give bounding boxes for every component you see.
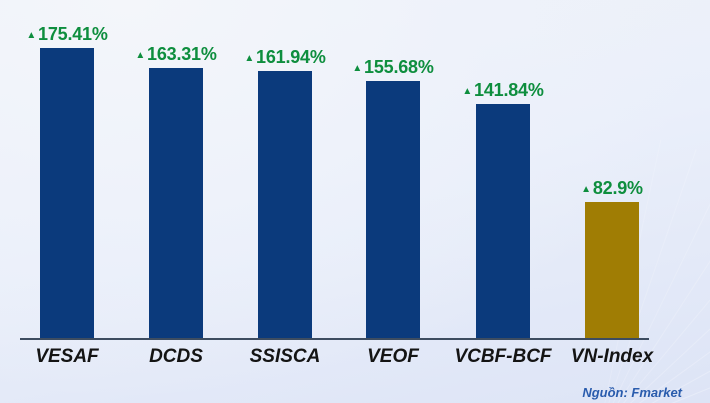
bar [40, 48, 94, 339]
category-label: SSISCA [249, 346, 321, 367]
value-text: 161.94% [256, 47, 326, 67]
bar [149, 68, 203, 339]
bar [585, 202, 639, 339]
value-label: ▲ 163.31% [135, 44, 217, 64]
bar-group: ▲ 155.68% [352, 58, 434, 339]
bar-group: ▲ 82.9% [581, 179, 643, 339]
up-triangle-icon: ▲ [462, 86, 473, 97]
category-label: VESAF [35, 346, 99, 367]
up-triangle-icon: ▲ [26, 30, 37, 41]
value-text: 155.68% [364, 57, 434, 77]
bar [258, 71, 312, 339]
value-text: 141.84% [474, 80, 544, 100]
value-text: 175.41% [38, 24, 108, 44]
value-label: ▲ 161.94% [244, 47, 326, 67]
bar [476, 104, 530, 339]
value-text: 82.9% [592, 178, 643, 198]
value-label: ▲ 141.84% [462, 80, 544, 100]
source-credit: Nguồn: Fmarket [582, 385, 682, 400]
category-label: DCDS [149, 346, 203, 367]
bar-group: ▲ 175.41% [26, 25, 108, 339]
up-triangle-icon: ▲ [135, 50, 146, 61]
value-label: ▲ 82.9% [581, 179, 643, 197]
value-label: ▲ 155.68% [352, 57, 434, 77]
up-triangle-icon: ▲ [244, 53, 255, 64]
category-label: VCBF-BCF [454, 346, 552, 367]
value-text: 163.31% [147, 44, 217, 64]
value-label: ▲ 175.41% [26, 24, 108, 44]
category-label: VEOF [367, 346, 419, 367]
x-axis-line [20, 338, 649, 340]
bar-group: ▲ 141.84% [462, 81, 544, 339]
bar [366, 81, 420, 339]
up-triangle-icon: ▲ [581, 184, 591, 195]
bar-group: ▲ 161.94% [244, 48, 326, 339]
category-label: VN-Index [570, 346, 654, 367]
up-triangle-icon: ▲ [352, 63, 363, 74]
bar-group: ▲ 163.31% [135, 45, 217, 339]
